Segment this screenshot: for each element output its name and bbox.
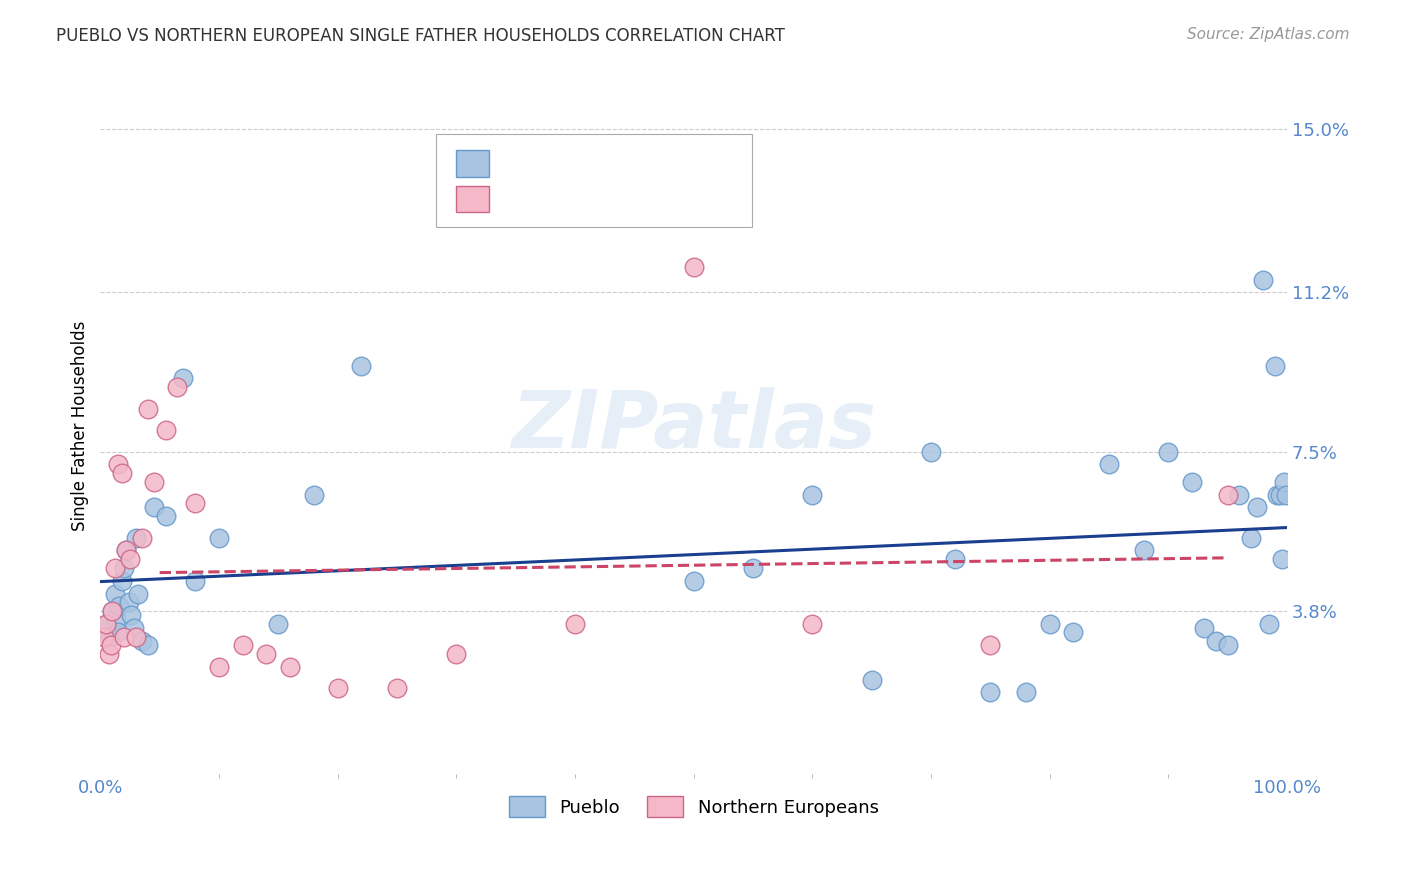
Point — [1227, 487, 1250, 501]
Text: ZIPatlas: ZIPatlas — [512, 387, 876, 465]
Point — [142, 475, 165, 489]
Point — [96, 616, 118, 631]
Point — [115, 543, 138, 558]
Point — [101, 604, 124, 618]
Point — [801, 487, 824, 501]
Point — [136, 401, 159, 416]
Point — [920, 444, 942, 458]
Point — [1268, 487, 1291, 501]
Point — [326, 681, 349, 695]
Point — [120, 607, 142, 622]
Point — [208, 659, 231, 673]
Point — [446, 647, 468, 661]
Point — [1216, 638, 1239, 652]
Point — [682, 574, 704, 588]
Point — [1271, 552, 1294, 566]
Point — [1274, 487, 1296, 501]
Point — [1038, 616, 1060, 631]
Point — [278, 659, 301, 673]
Point — [564, 616, 586, 631]
Point — [125, 531, 148, 545]
Point — [136, 638, 159, 652]
Point — [118, 595, 141, 609]
Point — [979, 638, 1001, 652]
Point — [385, 681, 408, 695]
Point — [142, 500, 165, 515]
Point — [112, 560, 135, 574]
Text: Source: ZipAtlas.com: Source: ZipAtlas.com — [1187, 27, 1350, 42]
Point — [1240, 531, 1263, 545]
Text: PUEBLO VS NORTHERN EUROPEAN SINGLE FATHER HOUSEHOLDS CORRELATION CHART: PUEBLO VS NORTHERN EUROPEAN SINGLE FATHE… — [56, 27, 785, 45]
Point — [979, 685, 1001, 699]
Point — [101, 604, 124, 618]
Point — [127, 586, 149, 600]
Point — [131, 633, 153, 648]
Point — [155, 423, 177, 437]
Point — [1265, 487, 1288, 501]
Point — [302, 487, 325, 501]
Point — [682, 260, 704, 274]
Point — [1192, 621, 1215, 635]
Point — [350, 359, 373, 373]
Point — [232, 638, 254, 652]
Point — [1264, 359, 1286, 373]
Point — [172, 371, 194, 385]
Point — [108, 599, 131, 614]
Point — [1181, 475, 1204, 489]
Point — [184, 574, 207, 588]
Y-axis label: Single Father Households: Single Father Households — [72, 320, 89, 531]
Point — [742, 560, 765, 574]
Point — [1098, 458, 1121, 472]
Point — [208, 531, 231, 545]
Point — [1133, 543, 1156, 558]
Point — [104, 612, 127, 626]
Point — [100, 638, 122, 652]
Point — [96, 616, 118, 631]
Point — [111, 466, 134, 480]
Point — [122, 621, 145, 635]
Point — [801, 616, 824, 631]
Point — [860, 673, 883, 687]
Point — [118, 552, 141, 566]
Legend: Pueblo, Northern Europeans: Pueblo, Northern Europeans — [502, 789, 886, 824]
Point — [184, 496, 207, 510]
Point — [1274, 475, 1296, 489]
Point — [125, 630, 148, 644]
Point — [256, 647, 278, 661]
Point — [155, 509, 177, 524]
Point — [107, 625, 129, 640]
Point — [111, 574, 134, 588]
Point — [1251, 272, 1274, 286]
Point — [1157, 444, 1180, 458]
Point — [115, 543, 138, 558]
Point — [103, 560, 125, 574]
Point — [166, 380, 188, 394]
Point — [112, 630, 135, 644]
Point — [943, 552, 966, 566]
Point — [97, 647, 120, 661]
Point — [1205, 633, 1227, 648]
Point — [107, 458, 129, 472]
Point — [267, 616, 290, 631]
Point — [98, 630, 121, 644]
Point — [103, 586, 125, 600]
Text: R =  0.032   N = 30: R = 0.032 N = 30 — [502, 190, 693, 208]
Point — [1015, 685, 1038, 699]
Point — [131, 531, 153, 545]
Point — [1246, 500, 1268, 515]
Point — [1258, 616, 1281, 631]
Text: R =  0.127   N = 53: R = 0.127 N = 53 — [502, 154, 693, 172]
Point — [1062, 625, 1084, 640]
Point — [1216, 487, 1239, 501]
Point — [93, 630, 115, 644]
